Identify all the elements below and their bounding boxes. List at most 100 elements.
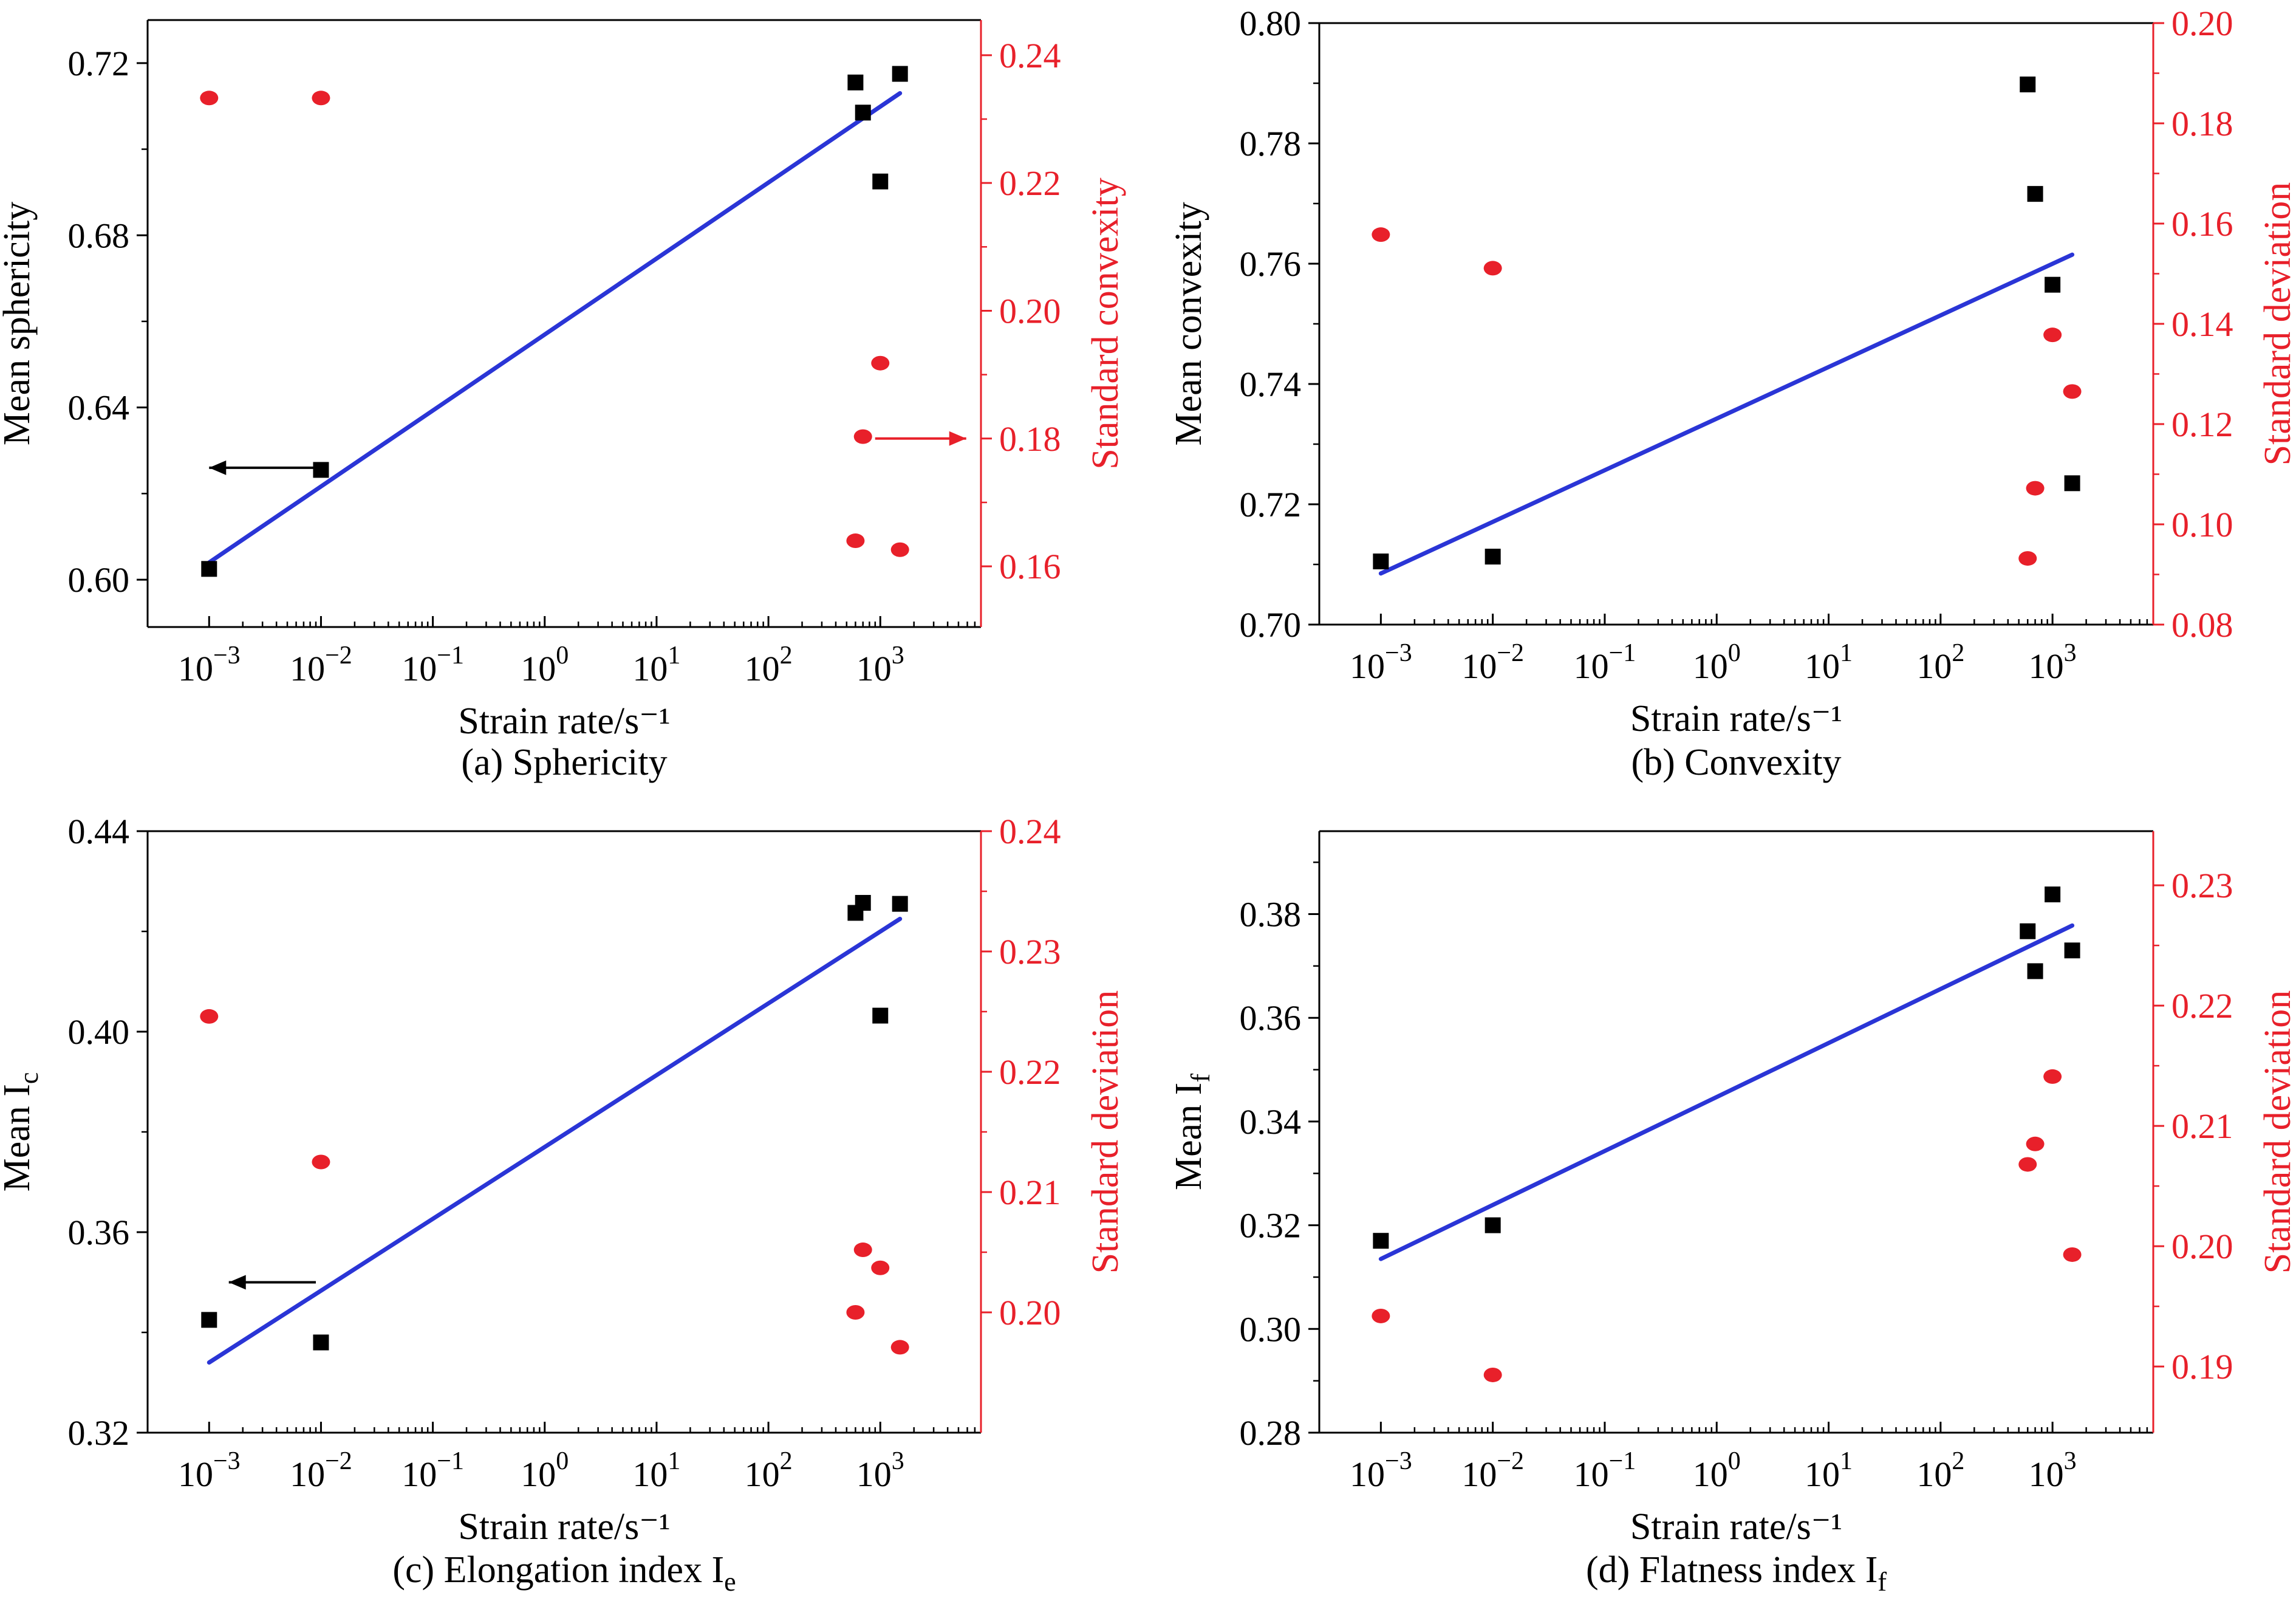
- x-tick-exponent: 1: [1840, 1447, 1853, 1475]
- x-tick-exponent: 2: [780, 642, 793, 670]
- x-tick-exponent: 0: [1728, 1447, 1741, 1475]
- panel-caption: (c) Elongation index Ie: [392, 1549, 736, 1597]
- caption-text: (b) Convexity: [1631, 742, 1841, 783]
- axis-indicator-arrowhead: [209, 460, 227, 475]
- data-point-circle: [200, 1009, 219, 1024]
- y-right-tick-label: 0.24: [999, 812, 1061, 851]
- x-tick-base: 10: [632, 1455, 668, 1494]
- x-tick-base: 10: [745, 649, 780, 688]
- data-point-circle: [312, 1154, 330, 1170]
- axis-indicator-arrowhead: [949, 431, 966, 446]
- x-tick-label: 100: [521, 1447, 569, 1494]
- data-point-circle: [871, 355, 890, 371]
- y-right-tick-label: 0.24: [999, 36, 1061, 75]
- y-left-tick-label: 0.44: [68, 812, 130, 851]
- x-tick-exponent: 3: [892, 1447, 904, 1475]
- y-right-tick-label: 0.20: [999, 1293, 1061, 1332]
- y-right-axis-title: Standard deviation: [2257, 182, 2296, 466]
- x-tick-exponent: 2: [1952, 1447, 1964, 1475]
- x-tick-label: 10−2: [1461, 639, 1524, 686]
- y-left-tick-label: 0.74: [1240, 365, 1302, 404]
- y-left-tick-label: 0.76: [1240, 244, 1302, 284]
- data-point-square: [1485, 549, 1501, 565]
- x-axis-title: Strain rate/s⁻¹: [1630, 698, 1842, 739]
- y-right-tick-label: 0.16: [999, 547, 1061, 586]
- x-tick-base: 10: [1916, 1455, 1952, 1494]
- y-right-tick-label: 0.18: [999, 419, 1061, 459]
- x-tick-label: 102: [1916, 639, 1964, 686]
- y-right-tick-label: 0.22: [999, 1052, 1061, 1092]
- data-point-square: [2027, 963, 2043, 979]
- data-point-circle: [2018, 551, 2037, 566]
- data-point-circle: [2018, 1157, 2037, 1172]
- x-tick-base: 10: [2029, 646, 2064, 686]
- x-tick-label: 102: [745, 1447, 793, 1494]
- y-left-tick-label: 0.32: [68, 1413, 130, 1453]
- x-tick-label: 103: [856, 642, 904, 688]
- chart-panel-c: 10−3 10−2 10−1 100 101 102 1030.320.360.400.44…: [0, 812, 1126, 1597]
- y-left-tick-label: 0.28: [1240, 1413, 1302, 1453]
- y-right-tick-label: 0.18: [2171, 104, 2233, 143]
- x-tick-label: 101: [632, 642, 680, 688]
- y-left-axis-title: Mean If: [1168, 1074, 1215, 1190]
- x-tick-exponent: 0: [556, 642, 569, 670]
- x-tick-label: 10−3: [178, 1447, 241, 1494]
- chart-panel-d: 10−3 10−2 10−1 100 101 102 1030.280.300.320.34…: [1168, 830, 2296, 1597]
- data-point-circle: [846, 1305, 865, 1320]
- data-point-square: [2045, 886, 2061, 903]
- data-point-square: [872, 1007, 889, 1024]
- x-tick-base: 10: [290, 1455, 325, 1494]
- x-tick-label: 101: [632, 1447, 680, 1494]
- data-point-square: [855, 105, 871, 121]
- y-left-title-text: Mean I: [0, 1084, 38, 1191]
- x-tick-base: 10: [401, 649, 437, 688]
- x-tick-base: 10: [1574, 646, 1609, 686]
- data-point-square: [2027, 186, 2043, 202]
- x-tick-label: 10−1: [401, 642, 464, 688]
- caption-subscript: e: [724, 1567, 736, 1597]
- x-tick-base: 10: [1693, 646, 1728, 686]
- data-point-circle: [846, 533, 865, 549]
- panel-caption: (b) Convexity: [1631, 742, 1841, 783]
- x-tick-exponent: −2: [325, 642, 352, 670]
- y-right-tick-label: 0.23: [2171, 866, 2233, 905]
- x-tick-base: 10: [178, 649, 213, 688]
- y-right-tick-label: 0.10: [2171, 505, 2233, 544]
- x-tick-exponent: 1: [668, 642, 680, 670]
- x-tick-base: 10: [401, 1455, 437, 1494]
- caption-text: (c) Elongation index I: [392, 1549, 724, 1591]
- x-tick-base: 10: [521, 649, 556, 688]
- data-point-circle: [871, 1260, 890, 1275]
- x-tick-base: 10: [2029, 1455, 2064, 1494]
- y-left-title-text: Mean sphericity: [0, 202, 38, 445]
- x-tick-label: 103: [2029, 1447, 2077, 1494]
- data-point-square: [201, 561, 217, 577]
- data-point-square: [855, 894, 871, 911]
- x-tick-base: 10: [1693, 1455, 1728, 1494]
- data-point-circle: [2026, 1136, 2045, 1151]
- y-left-title-subscript: c: [14, 1072, 44, 1085]
- axis-indicator-arrowhead: [228, 1275, 246, 1290]
- y-left-tick-label: 0.80: [1240, 4, 1302, 43]
- data-point-square: [2020, 76, 2036, 92]
- data-point-circle: [1483, 1367, 1502, 1382]
- data-point-square: [1485, 1217, 1501, 1233]
- data-point-square: [2020, 923, 2036, 939]
- y-left-tick-label: 0.34: [1240, 1102, 1302, 1142]
- data-point-circle: [853, 1242, 872, 1258]
- x-tick-label: 100: [521, 642, 569, 688]
- data-point-square: [313, 462, 329, 478]
- data-point-circle: [1483, 261, 1502, 276]
- y-left-tick-label: 0.64: [68, 388, 130, 428]
- x-tick-label: 102: [1916, 1447, 1964, 1494]
- x-tick-exponent: −1: [1609, 1447, 1636, 1475]
- x-tick-base: 10: [1916, 646, 1952, 686]
- caption-text: (a) Sphericity: [461, 742, 667, 783]
- x-axis-title: Strain rate/s⁻¹: [458, 701, 670, 742]
- data-point-square: [2064, 942, 2080, 959]
- x-tick-label: 101: [1805, 639, 1853, 686]
- x-tick-exponent: −3: [213, 642, 241, 670]
- y-left-tick-label: 0.32: [1240, 1206, 1302, 1246]
- data-point-square: [847, 74, 864, 91]
- fit-line: [1378, 252, 2075, 576]
